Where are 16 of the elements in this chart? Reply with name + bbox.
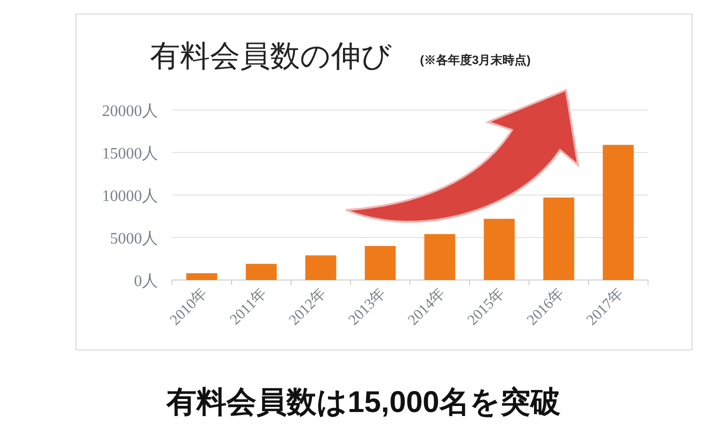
y-tick-label: 20000人 <box>102 103 158 120</box>
chart-subtitle: (※各年度3月末時点) <box>420 53 531 67</box>
y-tick-label: 5000人 <box>110 230 158 248</box>
bar <box>424 234 456 280</box>
y-tick-label: 0人 <box>134 273 158 290</box>
bar <box>543 198 574 280</box>
bar <box>364 246 396 280</box>
bar <box>186 273 218 280</box>
y-tick-label: 15000人 <box>102 146 158 162</box>
bar <box>246 264 277 280</box>
text: 有料会員数は15,000名を突破 <box>166 385 560 419</box>
bar <box>602 144 634 280</box>
y-tick-label: 10000人 <box>102 188 158 205</box>
chart-title: 有料会員数の伸び <box>150 40 392 73</box>
bar <box>484 218 515 280</box>
bar <box>305 255 336 280</box>
